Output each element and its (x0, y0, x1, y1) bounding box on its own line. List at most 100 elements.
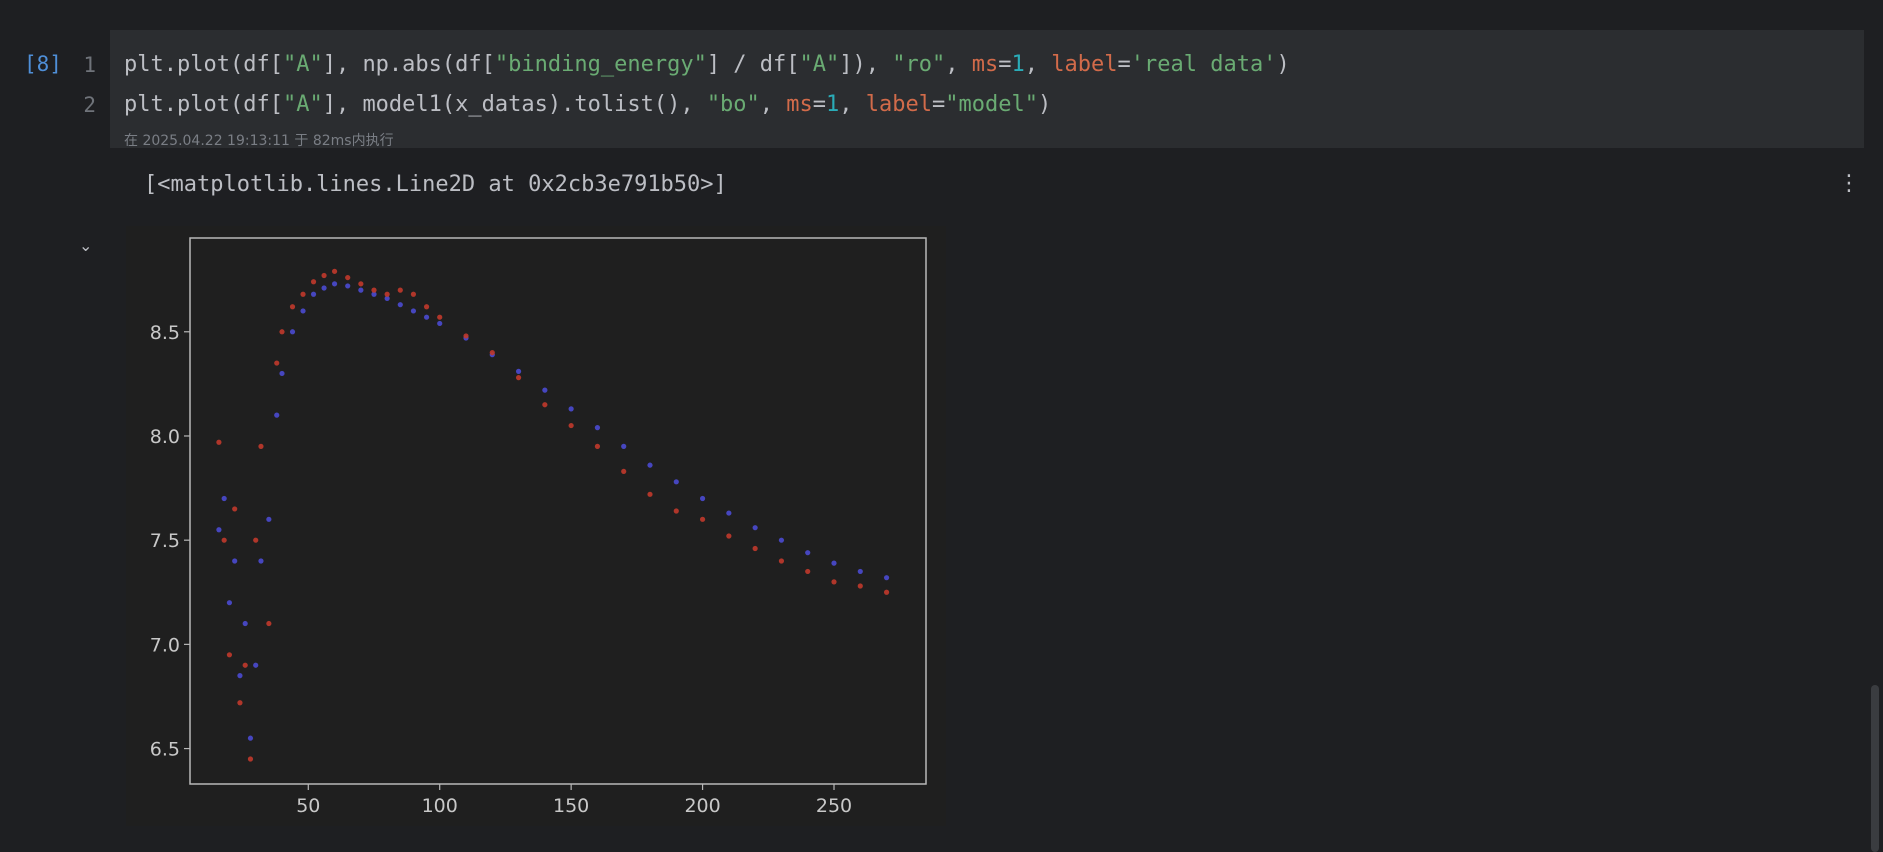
real-data-point (883, 589, 890, 595)
real-data-point (289, 304, 296, 310)
model-point (726, 510, 732, 516)
real-data-point (673, 508, 679, 514)
collapse-output-icon[interactable]: ⌄ (79, 236, 93, 255)
model-point (216, 527, 222, 533)
x-tick-label: 100 (422, 795, 458, 817)
line-number-1: 1 (83, 53, 96, 77)
model-point (423, 314, 430, 320)
real-data-point (221, 537, 227, 543)
line-number-2: 2 (83, 93, 96, 117)
real-data-point (752, 545, 758, 552)
model-point (410, 308, 417, 314)
model-point (345, 283, 351, 289)
code-line-1[interactable]: plt.plot(df["A"], np.abs(df["binding_ene… (124, 52, 1290, 77)
plot-output: 50 100 150 200 250 6.5 7.0 7.5 8.0 8.5 (126, 226, 946, 830)
real-data-point (594, 443, 601, 449)
model-point (221, 495, 227, 502)
real-data-point (463, 333, 469, 339)
execution-info: 在 2025.04.22 19:13:11 于 82ms内执行 (124, 133, 394, 149)
y-tick-label: 7.5 (150, 530, 180, 552)
real-data-point (247, 756, 254, 762)
model-point (310, 291, 317, 297)
x-tick-label: 250 (816, 795, 852, 817)
model-point (242, 620, 248, 627)
real-data-point (266, 620, 272, 627)
model-point (266, 516, 272, 522)
model-point (397, 302, 403, 308)
output-text: [<matplotlib.lines.Line2D at 0x2cb3e791b… (144, 172, 727, 197)
real-data-point (568, 422, 574, 429)
real-data-point (310, 279, 317, 285)
x-tick-label: 50 (296, 795, 320, 817)
model-point (300, 308, 306, 314)
model-point (699, 495, 706, 502)
y-tick-label: 8.5 (150, 322, 180, 344)
model-point (515, 368, 522, 374)
model-point (647, 462, 653, 468)
real-data-point (726, 533, 732, 539)
model-point (279, 370, 285, 377)
execution-count: [8] (24, 52, 62, 76)
y-tick-label: 6.5 (150, 739, 180, 761)
real-data-point (345, 274, 351, 281)
real-data-point (274, 360, 280, 366)
model-point (857, 568, 863, 575)
real-data-point (258, 443, 264, 449)
real-data-point (437, 314, 443, 320)
model-point (321, 285, 327, 291)
x-tick-label: 150 (553, 795, 589, 817)
model-point (258, 558, 264, 564)
model-point (831, 560, 837, 566)
more-options-icon[interactable]: ⋮ (1838, 171, 1860, 196)
plot-frame (189, 237, 927, 785)
model-point (237, 673, 243, 679)
model-point (778, 537, 785, 543)
real-data-point (778, 558, 785, 564)
model-point (437, 320, 443, 327)
scatter-chart: 50 100 150 200 250 6.5 7.0 7.5 8.0 8.5 (126, 226, 946, 826)
real-data-point (384, 291, 390, 297)
real-data-point (226, 652, 233, 658)
real-data-point (410, 291, 417, 297)
real-data-point (647, 491, 653, 497)
y-tick-label: 8.0 (150, 426, 180, 448)
model-point (226, 600, 233, 606)
model-point (289, 329, 296, 335)
real-data-point (300, 291, 306, 297)
code-line-2[interactable]: plt.plot(df["A"], model1(x_datas).tolist… (124, 92, 1052, 117)
real-data-point (242, 662, 248, 668)
vertical-scrollbar[interactable] (1871, 685, 1879, 852)
real-data-point (621, 468, 627, 475)
code-cell[interactable] (110, 30, 1864, 148)
real-data-point (423, 304, 430, 310)
real-data-point (805, 568, 811, 575)
model-point (253, 662, 259, 668)
model-point (542, 387, 548, 393)
real-data-point (216, 439, 222, 445)
model-point (371, 291, 377, 297)
real-data-point (371, 287, 377, 293)
real-data-point (232, 506, 238, 512)
model-point (883, 575, 890, 581)
model-point (621, 443, 627, 449)
model-point (247, 735, 254, 741)
real-data-point (542, 402, 548, 408)
model-point (331, 281, 338, 287)
real-data-point (321, 272, 327, 279)
real-data-point (489, 350, 495, 356)
x-tick-label: 200 (684, 795, 720, 817)
real-data-point (279, 329, 285, 335)
real-data-point (857, 583, 863, 589)
y-tick-label: 7.0 (150, 634, 180, 656)
real-data-point (831, 579, 837, 585)
model-point (274, 412, 280, 418)
model-point (673, 479, 679, 485)
model-point (232, 558, 238, 564)
real-data-point (237, 700, 243, 706)
model-point (594, 425, 601, 431)
real-data-point (397, 287, 403, 293)
model-point (384, 295, 390, 302)
model-point (752, 525, 758, 531)
real-data-point (331, 268, 338, 274)
real-data-point (515, 375, 522, 381)
